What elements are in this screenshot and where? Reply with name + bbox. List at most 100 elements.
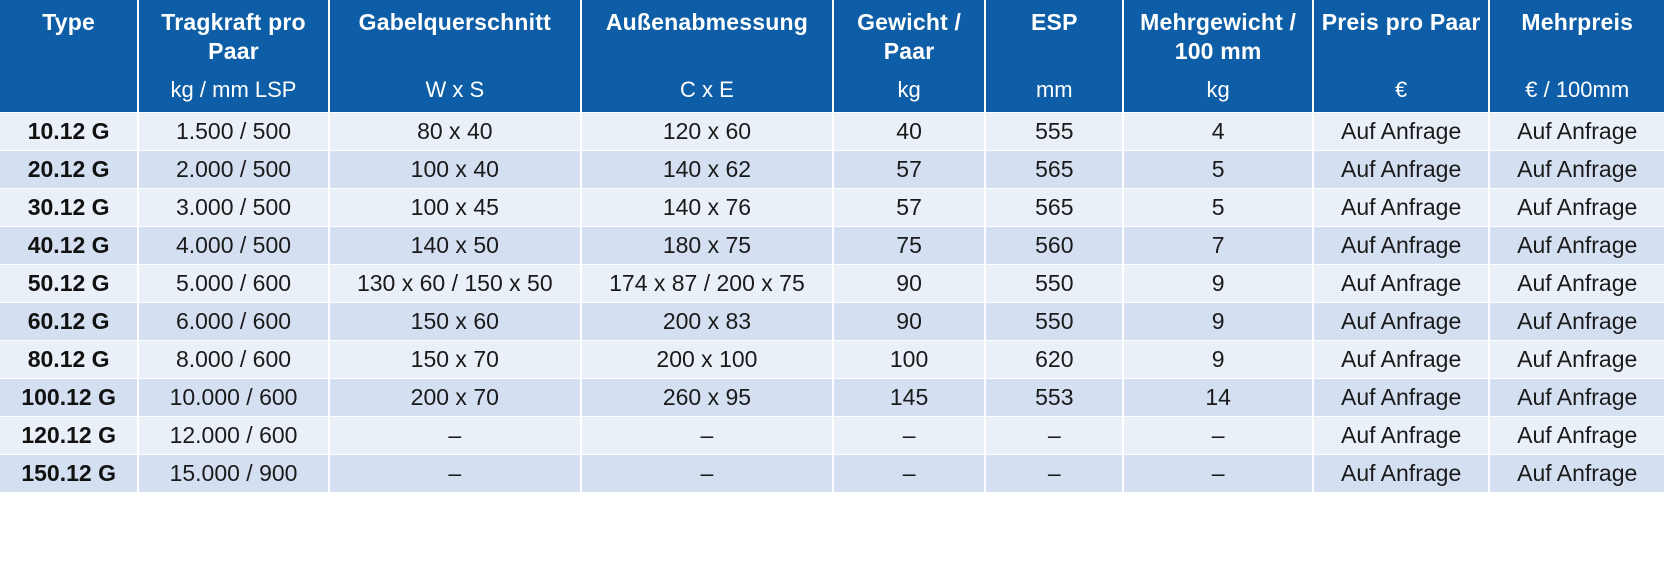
- fork-section-cell: 150 x 60: [328, 302, 582, 341]
- extra-price-cell: Auf Anfrage: [1489, 454, 1664, 493]
- capacity-cell: 15.000 / 900: [138, 454, 330, 493]
- weight-cell: –: [833, 416, 987, 455]
- table-row: 30.12 G 3.000 / 500 100 x 45 140 x 76 57…: [0, 188, 1664, 227]
- outer-dimension-cell: 120 x 60: [580, 112, 835, 151]
- table-row: 50.12 G 5.000 / 600 130 x 60 / 150 x 50 …: [0, 264, 1664, 303]
- column-title: Mehrpreis: [1521, 9, 1634, 35]
- fork-section-cell: 200 x 70: [328, 378, 582, 417]
- type-cell: 100.12 G: [0, 378, 140, 417]
- table-row: 60.12 G 6.000 / 600 150 x 60 200 x 83 90…: [0, 302, 1664, 341]
- column-header-preis: Preis pro Paar €: [1312, 0, 1491, 113]
- price-cell: Auf Anfrage: [1312, 112, 1491, 151]
- capacity-cell: 10.000 / 600: [138, 378, 330, 417]
- esp-cell: 565: [985, 150, 1125, 189]
- table-row: 120.12 G 12.000 / 600 – – – – – Auf Anfr…: [0, 416, 1664, 455]
- extra-price-cell: Auf Anfrage: [1489, 226, 1664, 265]
- outer-dimension-cell: 200 x 100: [580, 340, 835, 379]
- outer-dimension-cell: 140 x 76: [580, 188, 835, 227]
- column-title: Mehrgewicht / 100 mm: [1140, 9, 1297, 64]
- outer-dimension-cell: 140 x 62: [580, 150, 835, 189]
- esp-cell: 560: [985, 226, 1125, 265]
- extra-weight-cell: 5: [1123, 188, 1314, 227]
- type-cell: 150.12 G: [0, 454, 140, 493]
- fork-section-cell: 100 x 45: [328, 188, 582, 227]
- table-row: 40.12 G 4.000 / 500 140 x 50 180 x 75 75…: [0, 226, 1664, 265]
- extra-weight-cell: 14: [1123, 378, 1314, 417]
- column-header-mehrpreis: Mehrpreis € / 100mm: [1489, 0, 1664, 113]
- extra-price-cell: Auf Anfrage: [1489, 416, 1664, 455]
- type-cell: 20.12 G: [0, 150, 140, 189]
- column-title: Tragkraft pro Paar: [161, 9, 306, 64]
- column-unit: kg: [1206, 77, 1230, 102]
- table-row: 150.12 G 15.000 / 900 – – – – – Auf Anfr…: [0, 454, 1664, 493]
- capacity-cell: 2.000 / 500: [138, 150, 330, 189]
- capacity-cell: 12.000 / 600: [138, 416, 330, 455]
- fork-section-cell: –: [328, 454, 582, 493]
- weight-cell: 90: [833, 302, 987, 341]
- table-header: Type Tragkraft pro Paar kg / mm LSP Gabe…: [0, 0, 1664, 113]
- esp-cell: 550: [985, 264, 1125, 303]
- type-cell: 40.12 G: [0, 226, 140, 265]
- fork-section-cell: 150 x 70: [328, 340, 582, 379]
- capacity-cell: 5.000 / 600: [138, 264, 330, 303]
- capacity-cell: 3.000 / 500: [138, 188, 330, 227]
- column-header-esp: ESP mm: [985, 0, 1125, 113]
- price-cell: Auf Anfrage: [1312, 226, 1491, 265]
- outer-dimension-cell: 180 x 75: [580, 226, 835, 265]
- fork-section-cell: –: [328, 416, 582, 455]
- extra-price-cell: Auf Anfrage: [1489, 112, 1664, 151]
- type-cell: 60.12 G: [0, 302, 140, 341]
- column-unit: € / 100mm: [1525, 77, 1630, 102]
- extra-weight-cell: 4: [1123, 112, 1314, 151]
- table-row: 20.12 G 2.000 / 500 100 x 40 140 x 62 57…: [0, 150, 1664, 189]
- type-cell: 50.12 G: [0, 264, 140, 303]
- type-cell: 120.12 G: [0, 416, 140, 455]
- price-cell: Auf Anfrage: [1312, 302, 1491, 341]
- weight-cell: 145: [833, 378, 987, 417]
- capacity-cell: 4.000 / 500: [138, 226, 330, 265]
- column-title: Preis pro Paar: [1321, 9, 1481, 35]
- extra-price-cell: Auf Anfrage: [1489, 188, 1664, 227]
- fork-section-cell: 100 x 40: [328, 150, 582, 189]
- esp-cell: 620: [985, 340, 1125, 379]
- extra-price-cell: Auf Anfrage: [1489, 302, 1664, 341]
- price-cell: Auf Anfrage: [1312, 150, 1491, 189]
- column-title: Gabelquerschnitt: [358, 9, 551, 35]
- type-cell: 80.12 G: [0, 340, 140, 379]
- weight-cell: 40: [833, 112, 987, 151]
- extra-weight-cell: 7: [1123, 226, 1314, 265]
- fork-section-cell: 130 x 60 / 150 x 50: [328, 264, 582, 303]
- column-title: ESP: [1030, 9, 1078, 35]
- table-row: 10.12 G 1.500 / 500 80 x 40 120 x 60 40 …: [0, 112, 1664, 151]
- esp-cell: 553: [985, 378, 1125, 417]
- weight-cell: 57: [833, 188, 987, 227]
- column-header-tragkraft: Tragkraft pro Paar kg / mm LSP: [138, 0, 330, 113]
- outer-dimension-cell: –: [580, 416, 835, 455]
- esp-cell: 550: [985, 302, 1125, 341]
- esp-cell: –: [985, 454, 1125, 493]
- table-row: 80.12 G 8.000 / 600 150 x 70 200 x 100 1…: [0, 340, 1664, 379]
- column-header-gewicht: Gewicht / Paar kg: [833, 0, 987, 113]
- column-header-gabelquerschnitt: Gabelquerschnitt W x S: [328, 0, 582, 113]
- weight-cell: 100: [833, 340, 987, 379]
- column-header-type: Type: [0, 0, 140, 113]
- fork-section-cell: 140 x 50: [328, 226, 582, 265]
- outer-dimension-cell: 200 x 83: [580, 302, 835, 341]
- price-cell: Auf Anfrage: [1312, 378, 1491, 417]
- column-title: Außenabmessung: [605, 9, 809, 35]
- price-cell: Auf Anfrage: [1312, 416, 1491, 455]
- column-unit: kg: [897, 77, 921, 102]
- outer-dimension-cell: 260 x 95: [580, 378, 835, 417]
- extra-price-cell: Auf Anfrage: [1489, 340, 1664, 379]
- extra-weight-cell: 9: [1123, 302, 1314, 341]
- extra-weight-cell: 5: [1123, 150, 1314, 189]
- outer-dimension-cell: 174 x 87 / 200 x 75: [580, 264, 835, 303]
- column-unit: W x S: [425, 77, 485, 102]
- esp-cell: 565: [985, 188, 1125, 227]
- column-title: Type: [42, 9, 96, 35]
- extra-price-cell: Auf Anfrage: [1489, 264, 1664, 303]
- table-row: 100.12 G 10.000 / 600 200 x 70 260 x 95 …: [0, 378, 1664, 417]
- extra-weight-cell: –: [1123, 416, 1314, 455]
- column-unit: kg / mm LSP: [170, 77, 297, 102]
- header-row: Type Tragkraft pro Paar kg / mm LSP Gabe…: [0, 0, 1664, 113]
